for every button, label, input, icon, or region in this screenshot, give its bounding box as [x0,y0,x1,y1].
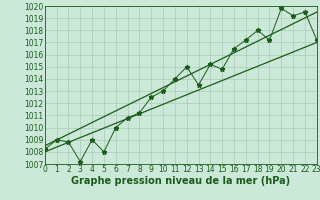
X-axis label: Graphe pression niveau de la mer (hPa): Graphe pression niveau de la mer (hPa) [71,176,290,186]
